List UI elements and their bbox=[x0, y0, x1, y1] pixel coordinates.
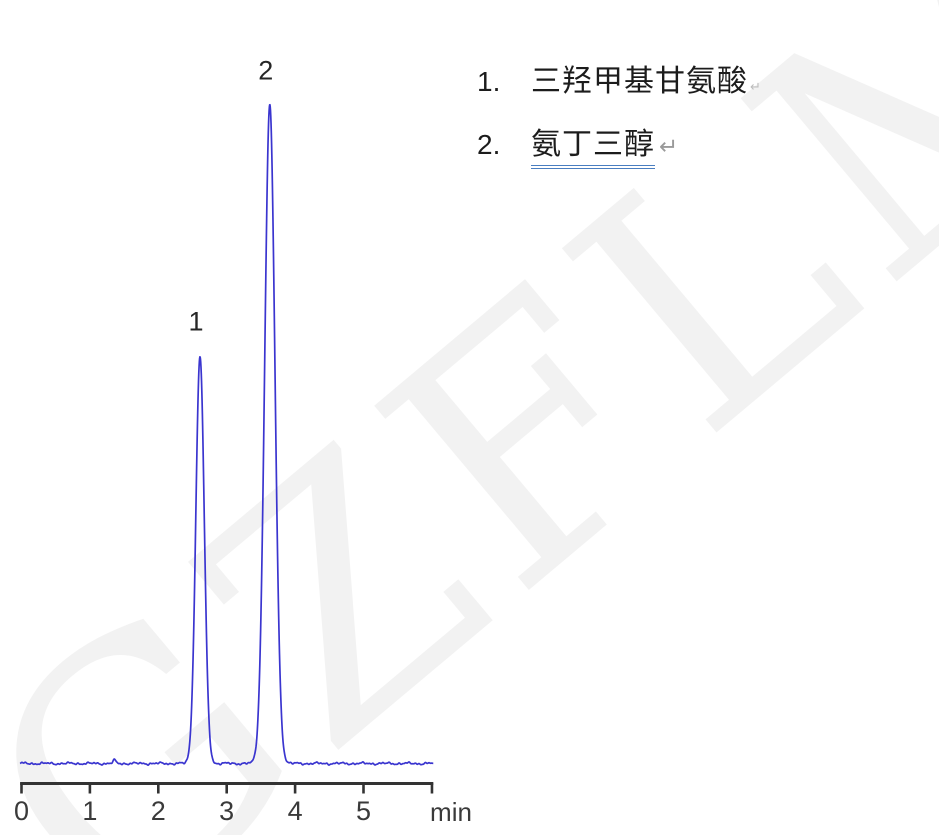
legend-item-1-name: 三羟甲基甘氨酸 bbox=[531, 64, 748, 99]
legend-item-2-name: 氨丁三醇 bbox=[531, 126, 655, 169]
x-tick-label-5: 5 bbox=[356, 796, 371, 826]
x-tick-label-4: 4 bbox=[288, 796, 303, 826]
x-unit-label: min bbox=[430, 797, 472, 827]
x-tick-label-0: 0 bbox=[14, 796, 29, 826]
legend-item-2-number: 2. bbox=[477, 129, 501, 160]
peak-label-2: 2 bbox=[258, 56, 273, 86]
peak-legend: 1. 三羟甲基甘氨酸 ↵ 2. 氨丁三醇 ↵ bbox=[477, 63, 761, 194]
x-tick-label-3: 3 bbox=[219, 796, 234, 826]
return-mark-icon: ↵ bbox=[750, 80, 761, 95]
peak-label-1: 1 bbox=[189, 307, 204, 337]
x-tick-label-2: 2 bbox=[151, 796, 166, 826]
legend-item-1: 1. 三羟甲基甘氨酸 ↵ bbox=[477, 63, 761, 101]
trace-path bbox=[19, 103, 434, 766]
x-tick-label-1: 1 bbox=[82, 796, 97, 826]
legend-item-2: 2. 氨丁三醇 ↵ bbox=[477, 126, 761, 169]
return-mark-icon: ↵ bbox=[659, 134, 679, 160]
legend-item-1-number: 1. bbox=[477, 66, 501, 97]
